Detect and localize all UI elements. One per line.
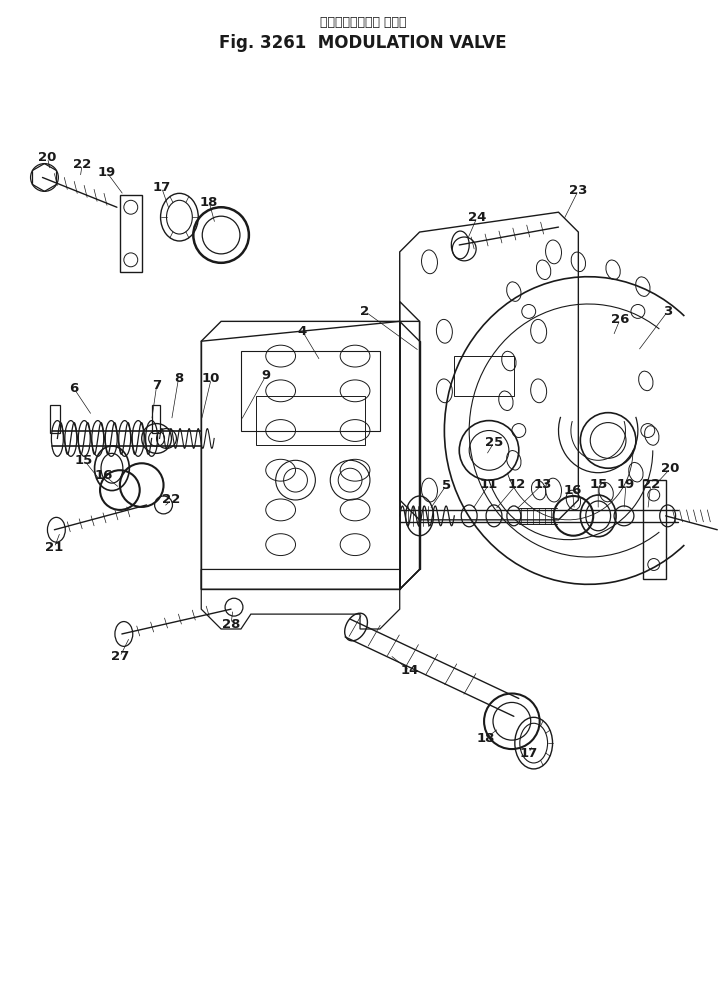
Text: Fig. 3261  MODULATION VALVE: Fig. 3261 MODULATION VALVE [220,34,507,52]
Text: 6: 6 [70,382,79,396]
Text: 8: 8 [174,373,183,386]
Text: 17: 17 [153,180,171,193]
Text: 13: 13 [534,478,552,491]
Text: 25: 25 [485,436,503,449]
Text: 22: 22 [73,159,92,171]
Text: 19: 19 [98,166,116,179]
Text: 11: 11 [480,478,498,491]
Text: モジュレーション バルブ: モジュレーション バルブ [320,16,406,29]
Text: 2: 2 [361,305,369,318]
Bar [454,356,514,396]
Text: 12: 12 [507,478,526,491]
Text: 16: 16 [95,469,113,482]
Text: 21: 21 [45,541,63,554]
Bar [256,396,365,446]
Bar [152,405,159,433]
Text: 7: 7 [152,380,161,393]
Text: 3: 3 [663,305,672,318]
Text: 14: 14 [401,664,419,677]
Text: 22: 22 [162,494,180,506]
Text: 20: 20 [39,152,57,165]
Text: 15: 15 [75,454,93,467]
Text: 26: 26 [611,313,629,326]
Text: 16: 16 [563,484,582,497]
Text: 4: 4 [298,325,307,338]
Text: 28: 28 [222,617,240,630]
Text: 18: 18 [200,195,218,208]
Text: 20: 20 [662,462,680,475]
Bar [241,351,380,431]
Bar [50,405,60,433]
Text: 9: 9 [261,370,270,383]
Text: 19: 19 [616,478,635,491]
Text: 22: 22 [642,478,660,491]
Text: 17: 17 [520,747,538,760]
Text: 10: 10 [202,373,220,386]
Text: 15: 15 [589,478,607,491]
Text: 23: 23 [569,183,587,196]
Text: 24: 24 [468,210,486,223]
Text: 18: 18 [477,732,495,745]
Text: 5: 5 [442,479,451,492]
Text: 27: 27 [111,650,129,663]
